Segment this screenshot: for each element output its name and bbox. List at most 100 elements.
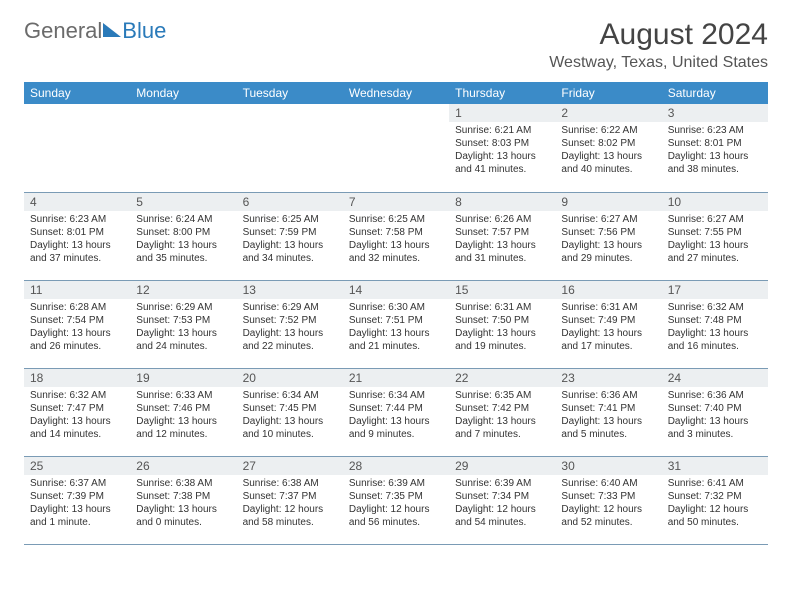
calendar-cell: 18Sunrise: 6:32 AMSunset: 7:47 PMDayligh… (24, 368, 130, 456)
calendar-cell (130, 104, 236, 192)
sunset-text: Sunset: 7:35 PM (349, 490, 443, 503)
sunrise-text: Sunrise: 6:36 AM (668, 389, 762, 402)
sunrise-text: Sunrise: 6:40 AM (561, 477, 655, 490)
day-number: 6 (237, 193, 343, 211)
day-body: Sunrise: 6:31 AMSunset: 7:49 PMDaylight:… (555, 299, 661, 357)
daylight-text: Daylight: 12 hours and 52 minutes. (561, 503, 655, 529)
sunset-text: Sunset: 8:03 PM (455, 137, 549, 150)
day-number: 3 (662, 104, 768, 122)
calendar-cell: 16Sunrise: 6:31 AMSunset: 7:49 PMDayligh… (555, 280, 661, 368)
daylight-text: Daylight: 13 hours and 19 minutes. (455, 327, 549, 353)
daylight-text: Daylight: 13 hours and 14 minutes. (30, 415, 124, 441)
daylight-text: Daylight: 13 hours and 0 minutes. (136, 503, 230, 529)
day-number: 12 (130, 281, 236, 299)
sunset-text: Sunset: 7:57 PM (455, 226, 549, 239)
daylight-text: Daylight: 13 hours and 21 minutes. (349, 327, 443, 353)
daylight-text: Daylight: 13 hours and 34 minutes. (243, 239, 337, 265)
logo-part1: General (24, 18, 102, 44)
sunset-text: Sunset: 7:53 PM (136, 314, 230, 327)
day-body: Sunrise: 6:23 AMSunset: 8:01 PMDaylight:… (662, 122, 768, 180)
day-body: Sunrise: 6:34 AMSunset: 7:45 PMDaylight:… (237, 387, 343, 445)
daylight-text: Daylight: 13 hours and 41 minutes. (455, 150, 549, 176)
sunrise-text: Sunrise: 6:28 AM (30, 301, 124, 314)
sunset-text: Sunset: 7:52 PM (243, 314, 337, 327)
daylight-text: Daylight: 13 hours and 10 minutes. (243, 415, 337, 441)
calendar-cell: 5Sunrise: 6:24 AMSunset: 8:00 PMDaylight… (130, 192, 236, 280)
day-body: Sunrise: 6:31 AMSunset: 7:50 PMDaylight:… (449, 299, 555, 357)
sunrise-text: Sunrise: 6:22 AM (561, 124, 655, 137)
logo: General Blue (24, 18, 166, 44)
day-body: Sunrise: 6:35 AMSunset: 7:42 PMDaylight:… (449, 387, 555, 445)
sunrise-text: Sunrise: 6:29 AM (243, 301, 337, 314)
day-number: 8 (449, 193, 555, 211)
sunset-text: Sunset: 7:49 PM (561, 314, 655, 327)
day-number: 26 (130, 457, 236, 475)
calendar-cell: 7Sunrise: 6:25 AMSunset: 7:58 PMDaylight… (343, 192, 449, 280)
daylight-text: Daylight: 13 hours and 16 minutes. (668, 327, 762, 353)
sunrise-text: Sunrise: 6:27 AM (668, 213, 762, 226)
calendar-cell: 2Sunrise: 6:22 AMSunset: 8:02 PMDaylight… (555, 104, 661, 192)
day-body: Sunrise: 6:38 AMSunset: 7:38 PMDaylight:… (130, 475, 236, 533)
calendar-cell: 11Sunrise: 6:28 AMSunset: 7:54 PMDayligh… (24, 280, 130, 368)
daylight-text: Daylight: 13 hours and 38 minutes. (668, 150, 762, 176)
sunrise-text: Sunrise: 6:34 AM (349, 389, 443, 402)
calendar-week-row: 11Sunrise: 6:28 AMSunset: 7:54 PMDayligh… (24, 280, 768, 368)
calendar-cell (24, 104, 130, 192)
day-number: 13 (237, 281, 343, 299)
day-number: 20 (237, 369, 343, 387)
daylight-text: Daylight: 13 hours and 1 minute. (30, 503, 124, 529)
sunrise-text: Sunrise: 6:39 AM (349, 477, 443, 490)
daylight-text: Daylight: 12 hours and 58 minutes. (243, 503, 337, 529)
day-header: Saturday (662, 82, 768, 104)
day-number: 23 (555, 369, 661, 387)
calendar-cell: 15Sunrise: 6:31 AMSunset: 7:50 PMDayligh… (449, 280, 555, 368)
day-number: 31 (662, 457, 768, 475)
sunrise-text: Sunrise: 6:31 AM (455, 301, 549, 314)
calendar-cell: 9Sunrise: 6:27 AMSunset: 7:56 PMDaylight… (555, 192, 661, 280)
sunset-text: Sunset: 8:01 PM (668, 137, 762, 150)
day-header: Sunday (24, 82, 130, 104)
day-body: Sunrise: 6:33 AMSunset: 7:46 PMDaylight:… (130, 387, 236, 445)
daylight-text: Daylight: 13 hours and 9 minutes. (349, 415, 443, 441)
sunset-text: Sunset: 7:39 PM (30, 490, 124, 503)
sunset-text: Sunset: 7:51 PM (349, 314, 443, 327)
sunrise-text: Sunrise: 6:33 AM (136, 389, 230, 402)
calendar-cell: 28Sunrise: 6:39 AMSunset: 7:35 PMDayligh… (343, 456, 449, 544)
day-body: Sunrise: 6:40 AMSunset: 7:33 PMDaylight:… (555, 475, 661, 533)
day-number: 14 (343, 281, 449, 299)
daylight-text: Daylight: 13 hours and 40 minutes. (561, 150, 655, 176)
day-body: Sunrise: 6:37 AMSunset: 7:39 PMDaylight:… (24, 475, 130, 533)
day-number: 25 (24, 457, 130, 475)
title-block: August 2024 Westway, Texas, United State… (549, 18, 768, 72)
sunrise-text: Sunrise: 6:21 AM (455, 124, 549, 137)
daylight-text: Daylight: 12 hours and 50 minutes. (668, 503, 762, 529)
sunset-text: Sunset: 7:55 PM (668, 226, 762, 239)
calendar-table: Sunday Monday Tuesday Wednesday Thursday… (24, 82, 768, 545)
calendar-cell: 30Sunrise: 6:40 AMSunset: 7:33 PMDayligh… (555, 456, 661, 544)
calendar-cell: 12Sunrise: 6:29 AMSunset: 7:53 PMDayligh… (130, 280, 236, 368)
daylight-text: Daylight: 13 hours and 35 minutes. (136, 239, 230, 265)
sunrise-text: Sunrise: 6:23 AM (668, 124, 762, 137)
sunset-text: Sunset: 7:47 PM (30, 402, 124, 415)
sunset-text: Sunset: 7:56 PM (561, 226, 655, 239)
logo-triangle-icon (103, 23, 121, 37)
sunset-text: Sunset: 7:48 PM (668, 314, 762, 327)
sunrise-text: Sunrise: 6:32 AM (668, 301, 762, 314)
sunrise-text: Sunrise: 6:27 AM (561, 213, 655, 226)
sunset-text: Sunset: 8:02 PM (561, 137, 655, 150)
sunset-text: Sunset: 7:44 PM (349, 402, 443, 415)
sunset-text: Sunset: 7:37 PM (243, 490, 337, 503)
day-body: Sunrise: 6:21 AMSunset: 8:03 PMDaylight:… (449, 122, 555, 180)
day-body: Sunrise: 6:36 AMSunset: 7:41 PMDaylight:… (555, 387, 661, 445)
day-body: Sunrise: 6:38 AMSunset: 7:37 PMDaylight:… (237, 475, 343, 533)
day-number: 16 (555, 281, 661, 299)
sunset-text: Sunset: 7:58 PM (349, 226, 443, 239)
day-number: 1 (449, 104, 555, 122)
sunrise-text: Sunrise: 6:25 AM (243, 213, 337, 226)
sunrise-text: Sunrise: 6:38 AM (136, 477, 230, 490)
day-body: Sunrise: 6:32 AMSunset: 7:48 PMDaylight:… (662, 299, 768, 357)
sunrise-text: Sunrise: 6:32 AM (30, 389, 124, 402)
day-number: 9 (555, 193, 661, 211)
sunset-text: Sunset: 7:38 PM (136, 490, 230, 503)
sunrise-text: Sunrise: 6:36 AM (561, 389, 655, 402)
